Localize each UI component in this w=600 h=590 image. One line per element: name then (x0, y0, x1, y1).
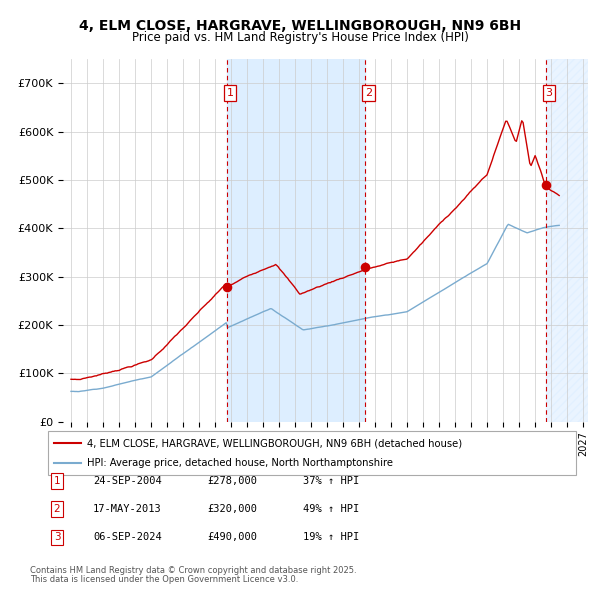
Text: HPI: Average price, detached house, North Northamptonshire: HPI: Average price, detached house, Nort… (87, 458, 393, 467)
Text: 2: 2 (365, 88, 372, 98)
Text: 37% ↑ HPI: 37% ↑ HPI (303, 476, 359, 486)
Text: 24-SEP-2004: 24-SEP-2004 (93, 476, 162, 486)
Text: 3: 3 (53, 533, 61, 542)
Text: 06-SEP-2024: 06-SEP-2024 (93, 533, 162, 542)
Text: 2: 2 (53, 504, 61, 514)
Text: 17-MAY-2013: 17-MAY-2013 (93, 504, 162, 514)
Text: 19% ↑ HPI: 19% ↑ HPI (303, 533, 359, 542)
Text: 4, ELM CLOSE, HARGRAVE, WELLINGBOROUGH, NN9 6BH: 4, ELM CLOSE, HARGRAVE, WELLINGBOROUGH, … (79, 19, 521, 33)
Point (361, 263, 370, 272)
Text: 49% ↑ HPI: 49% ↑ HPI (303, 504, 359, 514)
Text: 1: 1 (226, 88, 233, 98)
Bar (546, 59, 596, 422)
Bar (227, 59, 365, 422)
Text: £320,000: £320,000 (207, 504, 257, 514)
Text: 3: 3 (545, 88, 553, 98)
Text: This data is licensed under the Open Government Licence v3.0.: This data is licensed under the Open Gov… (30, 575, 298, 584)
Point (222, 283, 232, 292)
Text: Contains HM Land Registry data © Crown copyright and database right 2025.: Contains HM Land Registry data © Crown c… (30, 566, 356, 575)
Point (541, 180, 551, 189)
Text: £490,000: £490,000 (207, 533, 257, 542)
Text: £278,000: £278,000 (207, 476, 257, 486)
Text: 4, ELM CLOSE, HARGRAVE, WELLINGBOROUGH, NN9 6BH (detached house): 4, ELM CLOSE, HARGRAVE, WELLINGBOROUGH, … (87, 438, 462, 448)
Text: 1: 1 (53, 476, 61, 486)
Text: Price paid vs. HM Land Registry's House Price Index (HPI): Price paid vs. HM Land Registry's House … (131, 31, 469, 44)
